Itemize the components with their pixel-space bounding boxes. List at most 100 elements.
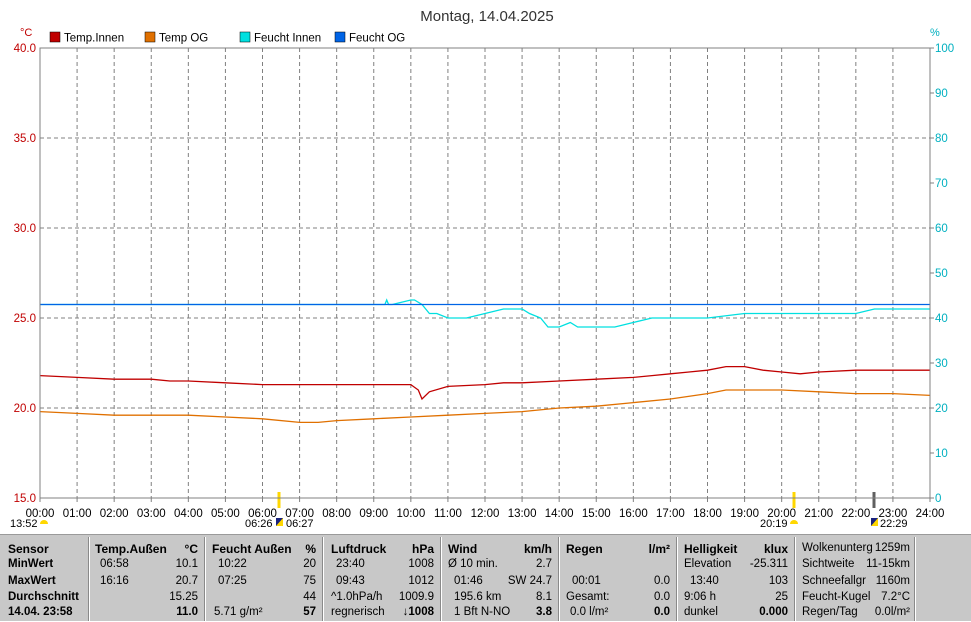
x-tick-label: 08:00	[322, 508, 351, 520]
temp-now: 11.0	[176, 606, 198, 618]
chart-grid	[40, 48, 930, 498]
chart-legend: Temp.Innen Temp OG Feucht Innen Feucht OG	[49, 31, 405, 45]
x-tick-label: 15:00	[582, 508, 611, 520]
marker-sunrise-time: 06:26	[245, 518, 273, 530]
light-duration: 9:06 h	[684, 591, 716, 603]
temp-header: Temp.Außen	[95, 542, 167, 556]
light-elev: -25.311	[749, 558, 788, 570]
press-forecast: regnerisch	[331, 606, 385, 618]
press-max: 1012	[408, 575, 434, 587]
marker-moonset-time: 22:29	[880, 518, 908, 530]
rain-rate: 0.0 l/m²	[570, 606, 609, 618]
x-tick-label: 20:00	[767, 508, 796, 520]
rainday-label: Regen/Tag	[802, 606, 858, 618]
wind-distance-value: 8.1	[536, 591, 552, 603]
divider	[676, 537, 678, 621]
sensor-section: Sensor MinWert MaxWert Durchschnitt 14.0…	[0, 535, 88, 622]
divider	[794, 537, 796, 621]
temp-unit: °C	[184, 542, 198, 556]
min-label: MinWert	[8, 558, 54, 570]
y-left-tick-label: 15.0	[14, 493, 36, 505]
divider	[558, 537, 560, 621]
marker-dawn-time: 06:27	[286, 518, 314, 530]
dawn-sun-icon	[276, 518, 283, 526]
sensor-header: Sensor	[8, 542, 49, 556]
divider	[440, 537, 442, 621]
legend-swatch	[239, 31, 251, 43]
marker-sunset-time: 20:19	[760, 518, 788, 530]
x-tick-label: 23:00	[879, 508, 908, 520]
humid-section: Feucht Außen % 10:22 20 07:25 75 44 5.71…	[206, 535, 322, 622]
snowline-label: Schneefallgr	[802, 575, 866, 587]
wind-header: Wind	[448, 542, 478, 556]
rain-section: Regen l/m² 00:01 0.0 Gesamt: 0.0 0.0 l/m…	[560, 535, 676, 622]
divider	[88, 537, 90, 621]
series-line-feucht-innen	[40, 298, 930, 328]
visibility-value: 11-15km	[866, 558, 910, 570]
humid-max: 75	[303, 575, 316, 587]
temp-min: 10.1	[175, 558, 198, 570]
light-state: dunkel	[684, 606, 718, 618]
y-right-tick-label: 40	[935, 313, 948, 325]
wind-gust: SW 24.7	[507, 575, 552, 587]
wind-unit: km/h	[523, 542, 552, 556]
press-unit: hPa	[411, 542, 434, 556]
y-left-tick-label: 25.0	[14, 313, 36, 325]
y-right-tick-label: 70	[935, 178, 948, 190]
weather-chart: Montag, 14.04.2025 °C % Temp.Innen Temp O…	[10, 8, 955, 530]
y-right-tick-label: 60	[935, 223, 948, 235]
light-max: 103	[768, 575, 788, 587]
wind-distance: 195.6 km	[454, 591, 502, 603]
light-section: Helligkeit klux Elevation -25.311 13:40 …	[678, 535, 794, 622]
y-right-tick-label: 80	[935, 133, 948, 145]
sunset-dot-icon	[790, 520, 798, 524]
misc-section: Wolkenunterg 1259m Sichtweite 11-15km Sc…	[796, 535, 914, 622]
series-line-temp-innen	[39, 365, 930, 401]
humid-now: 57	[303, 606, 316, 618]
cloud-label: Wolkenunterg	[802, 542, 873, 554]
x-tick-label: 21:00	[804, 508, 833, 520]
humid-avg: 44	[303, 591, 316, 603]
x-tick-label: 04:00	[174, 508, 203, 520]
y-left-tick-label: 40.0	[14, 43, 36, 55]
series-line-temp-og	[39, 389, 931, 424]
rain-now: 0.0	[654, 606, 670, 618]
y-left-unit: °C	[20, 27, 32, 39]
x-tick-label: 16:00	[619, 508, 648, 520]
wetbulb-label: Feucht-Kugel	[802, 591, 871, 603]
x-tick-label: 18:00	[693, 508, 722, 520]
max-label: MaxWert	[8, 575, 56, 587]
humid-unit: %	[305, 542, 316, 556]
wind-section: Wind km/h Ø 10 min. 2.7 01:46 SW 24.7 19…	[442, 535, 558, 622]
wind-now: 3.8	[536, 606, 552, 618]
light-duration-value: 25	[775, 591, 788, 603]
legend-swatch	[144, 31, 156, 43]
visibility-label: Sichtweite	[802, 558, 855, 570]
temp-max: 20.7	[175, 575, 198, 587]
divider	[204, 537, 206, 621]
x-tick-label: 00:00	[26, 508, 55, 520]
now-label: 14.04. 23:58	[8, 606, 73, 618]
rain-header: Regen	[566, 542, 603, 556]
light-elev-label: Elevation	[684, 558, 732, 570]
wind-gust-time: 01:46	[454, 575, 483, 587]
legend-label: Temp.Innen	[64, 33, 124, 45]
x-tick-label: 17:00	[656, 508, 685, 520]
chart-ticks: 00:00 01:00 02:00 03:00 04:00 05:00 06:00 07:00…	[14, 43, 955, 520]
legend-label: Temp OG	[159, 33, 208, 45]
legend-swatch	[49, 31, 61, 43]
moonrise-icon	[40, 520, 48, 524]
x-tick-label: 11:00	[434, 508, 462, 520]
rain-total: 0.0	[654, 591, 670, 603]
light-now: 0.000	[759, 606, 788, 618]
press-header: Luftdruck	[331, 542, 387, 556]
y-right-tick-label: 90	[935, 88, 948, 100]
rain-unit: l/m²	[648, 542, 670, 556]
y-right-tick-label: 30	[935, 358, 948, 370]
y-right-tick-label: 10	[935, 448, 948, 460]
humid-abs: 5.71 g/m²	[214, 606, 263, 618]
moonset-sun-icon	[871, 518, 878, 526]
x-tick-label: 07:00	[285, 508, 314, 520]
wind-beaufort: 1 Bft N-NO	[454, 606, 511, 618]
press-now: ↓1008	[402, 606, 434, 618]
